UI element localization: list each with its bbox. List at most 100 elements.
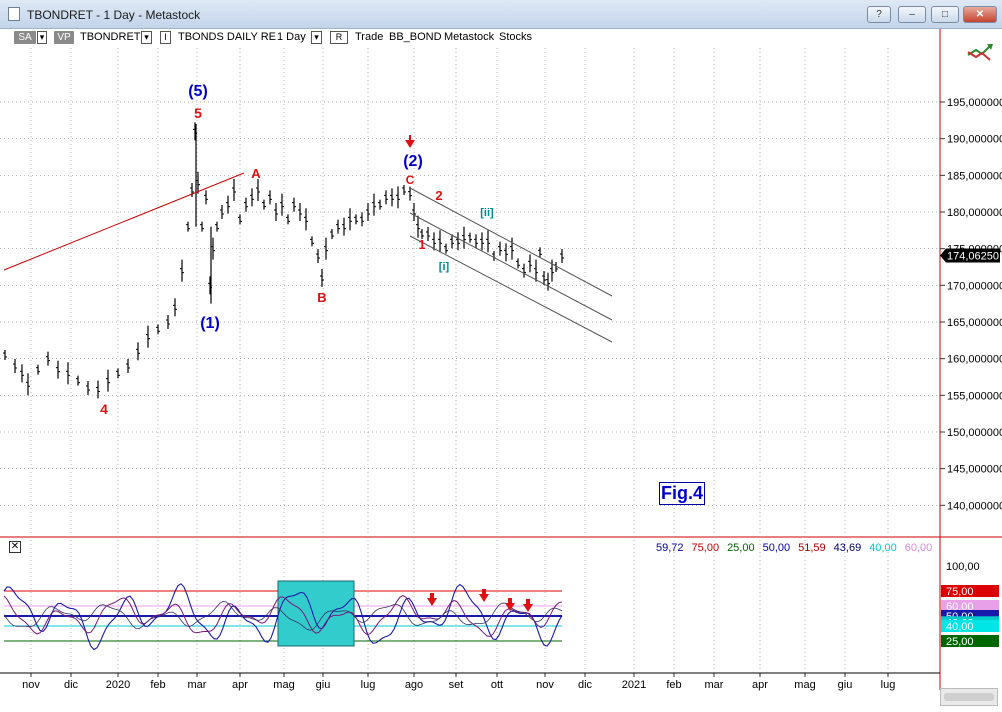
price-axis: 195,000000 190,000000 185,000000 180,000000… <box>940 97 1002 512</box>
template-label[interactable]: BB_BOND <box>389 31 442 43</box>
last-price-box <box>940 248 1000 263</box>
time-tick-label: lug <box>361 679 376 691</box>
wave-label: 2 <box>435 188 442 203</box>
price-tick-label: 170,000000 <box>947 280 1002 292</box>
period-label[interactable]: 1 Day <box>277 31 306 43</box>
indicator-readout: 59,72 <box>656 542 684 554</box>
title-bar: TBONDRET - 1 Day - Metastock ? – □ ✕ <box>0 0 1002 29</box>
price-tick-label: 190,000000 <box>947 134 1002 146</box>
wave-label: 1 <box>418 237 425 252</box>
wave-label: [ii] <box>480 207 494 219</box>
close-button[interactable]: ✕ <box>963 6 997 23</box>
grid <box>0 48 938 672</box>
scrollbar-thumb[interactable] <box>944 693 994 701</box>
time-tick-label: giu <box>838 679 853 691</box>
red-down-arrow-stem <box>526 599 530 604</box>
red-down-arrow-icon <box>427 598 437 606</box>
window-title: TBONDRET - 1 Day - Metastock <box>27 8 201 22</box>
oscillator-line <box>3 583 563 651</box>
time-tick-label: mag <box>794 679 815 691</box>
wave-annotations: (5) 5 A (2) C 2 [ii] 1 [i] B (1) 4 <box>3 83 613 417</box>
oscillator-signal-line <box>3 595 563 638</box>
price-tick-label: 195,000000 <box>947 97 1002 109</box>
wave-label: 4 <box>100 401 108 417</box>
time-tick-label: apr <box>232 679 248 691</box>
chart-toolbar: SA ▾ VP TBONDRET ▾ I TBONDS DAILY RE 1 D… <box>0 29 940 47</box>
red-down-arrow-icon <box>479 594 489 602</box>
time-tick-label: apr <box>752 679 768 691</box>
time-tick-label: set <box>449 679 464 691</box>
wave-label: (5) <box>188 83 208 100</box>
time-tick-label: mar <box>188 679 207 691</box>
red-down-arrow-stem <box>482 589 486 594</box>
wave-label: A <box>251 166 261 181</box>
price-tick-label: 155,000000 <box>947 390 1002 402</box>
wave-label: (2) <box>403 153 423 170</box>
indicator-axis-tag <box>941 585 999 597</box>
last-price-label: 174,06250 <box>947 251 999 263</box>
time-tick-label: nov <box>536 679 554 691</box>
symbol-dropdown-icon[interactable]: ▾ <box>141 31 152 44</box>
indicator-axis-label: 100,00 <box>946 561 980 573</box>
oscillator-average-line <box>3 600 563 631</box>
time-tick-label: 2021 <box>622 679 646 691</box>
security-name[interactable]: TBONDS DAILY RE <box>178 31 277 43</box>
sa-button[interactable]: SA <box>14 31 36 44</box>
time-tick-label: lug <box>881 679 896 691</box>
price-tick-label: 160,000000 <box>947 354 1002 366</box>
indicator-readout: 60,00 <box>904 542 933 554</box>
indicator-readouts: 59,72 75,00 25,00 50,00 51,59 43,69 40,00 60,00 <box>656 542 940 555</box>
price-tick-label: 145,000000 <box>947 464 1002 476</box>
indicator-axis-tag <box>941 600 999 612</box>
trend-arrows-icon[interactable] <box>967 44 993 61</box>
time-tick-label: feb <box>150 679 165 691</box>
indicator-readout: 25,00 <box>727 542 755 554</box>
wave-label: 5 <box>194 105 202 121</box>
horizontal-scrollbar[interactable] <box>940 688 998 706</box>
time-tick-label: feb <box>666 679 681 691</box>
minimize-button[interactable]: – <box>898 6 926 23</box>
symbol-label[interactable]: TBONDRET <box>80 31 141 43</box>
time-tick-label: dic <box>64 679 79 691</box>
price-tick-label: 185,000000 <box>947 170 1002 182</box>
help-button[interactable]: ? <box>867 6 891 23</box>
channel-upper <box>409 187 613 297</box>
time-tick-label: ago <box>405 679 423 691</box>
indicator-axis-label: 25,00 <box>946 636 974 648</box>
price-tick-label: 140,000000 <box>947 500 1002 512</box>
time-tick-label: mar <box>705 679 724 691</box>
red-down-arrow-icon <box>505 603 515 611</box>
time-tick-label: giu <box>316 679 331 691</box>
trade-label[interactable]: Trade <box>355 31 384 43</box>
indicator-axis-label: 75,00 <box>946 586 974 598</box>
restore-button[interactable]: □ <box>931 6 959 23</box>
mode-label[interactable]: Stocks <box>499 31 533 43</box>
indicator-axis-tag <box>941 560 999 572</box>
price-tick-label: 150,000000 <box>947 427 1002 439</box>
price-tick-label: 165,000000 <box>947 317 1002 329</box>
indicator-readout: 51,59 <box>798 542 826 554</box>
sa-dropdown-icon[interactable]: ▾ <box>37 31 47 44</box>
indicator-readout: 75,00 <box>691 542 720 554</box>
app-label[interactable]: Metastock <box>444 31 495 43</box>
time-tick-label: 2020 <box>106 679 130 691</box>
period-dropdown-icon[interactable]: ▾ <box>311 31 322 44</box>
channel-middle <box>409 212 613 321</box>
red-down-arrow-icon <box>523 604 533 612</box>
close-box-icon[interactable]: ✕ <box>9 541 21 553</box>
wave-label: (1) <box>200 315 220 332</box>
price-bars <box>3 122 564 399</box>
indicator-readout: 43,69 <box>833 542 862 554</box>
indicator-axis-label: 40,00 <box>946 621 974 633</box>
wave-label: [i] <box>439 261 450 273</box>
r-flag-box[interactable]: R <box>330 31 348 44</box>
tb-flag-box[interactable]: I <box>160 31 171 44</box>
indicator-axis-tag <box>941 635 999 647</box>
wave-label: B <box>317 290 326 305</box>
highlight-box <box>277 580 355 647</box>
wave-label: C <box>406 173 415 187</box>
red-down-arrow-stem <box>508 598 512 603</box>
vp-button[interactable]: VP <box>54 31 74 44</box>
